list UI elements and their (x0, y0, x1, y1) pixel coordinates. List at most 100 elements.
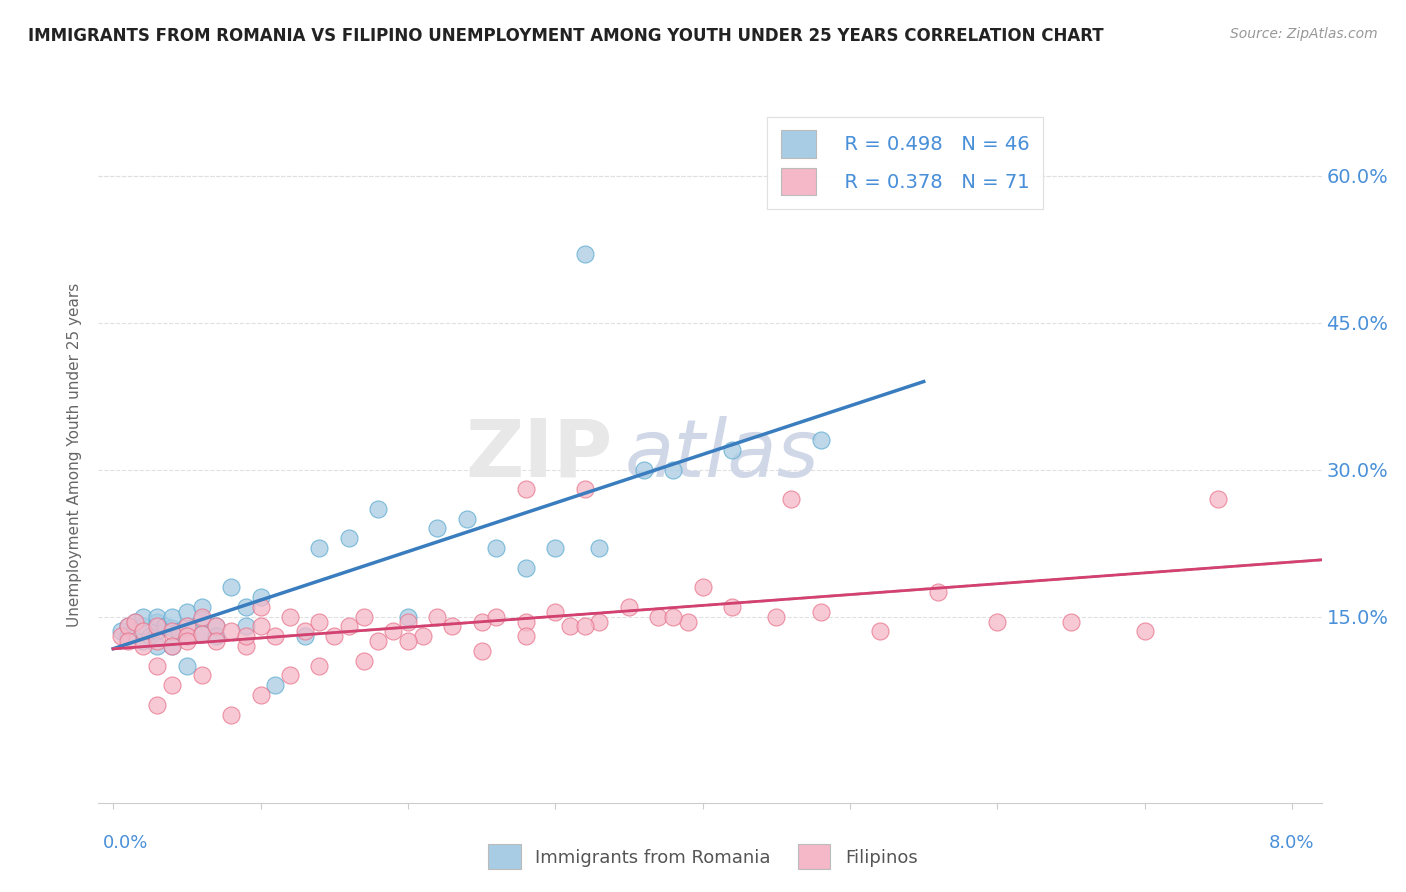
Point (249, 590, 271, 604)
Point (633, 462, 655, 476)
Point (810, 605, 832, 619)
Point (294, 629, 316, 643)
Point (146, 609, 169, 624)
Text: Source: ZipAtlas.com: Source: ZipAtlas.com (1230, 27, 1378, 41)
Point (146, 615, 169, 629)
Legend: Immigrants from Romania, Filipinos: Immigrants from Romania, Filipinos (479, 835, 927, 879)
Point (662, 609, 685, 624)
Point (169, 624, 191, 639)
Text: IMMIGRANTS FROM ROMANIA VS FILIPINO UNEMPLOYMENT AMONG YOUTH UNDER 25 YEARS CORR: IMMIGRANTS FROM ROMANIA VS FILIPINO UNEM… (28, 27, 1104, 45)
Point (721, 599, 744, 614)
Point (146, 698, 169, 712)
Point (176, 619, 198, 633)
Point (110, 629, 132, 643)
Point (131, 634, 153, 648)
Point (146, 658, 169, 673)
Point (176, 619, 198, 633)
Point (131, 639, 153, 653)
Point (515, 560, 537, 574)
Point (190, 609, 212, 624)
Point (205, 629, 228, 643)
Point (124, 615, 146, 629)
Point (544, 541, 567, 555)
Point (264, 629, 287, 643)
Point (190, 627, 212, 641)
Point (367, 501, 389, 516)
Point (160, 621, 183, 635)
Point (117, 629, 139, 643)
Point (396, 634, 419, 648)
Point (146, 619, 169, 633)
Point (146, 624, 169, 639)
Point (117, 619, 139, 633)
Point (441, 619, 464, 633)
Point (810, 434, 832, 448)
Point (160, 639, 183, 653)
Point (176, 629, 198, 643)
Point (986, 615, 1008, 629)
Legend:   R = 0.498   N = 46,   R = 0.378   N = 71: R = 0.498 N = 46, R = 0.378 N = 71 (768, 117, 1043, 209)
Point (219, 707, 242, 722)
Point (353, 609, 375, 624)
Point (471, 644, 494, 658)
Point (205, 619, 228, 633)
Point (308, 658, 330, 673)
Point (927, 585, 949, 599)
Point (1208, 491, 1230, 506)
Point (219, 580, 242, 594)
Point (117, 634, 139, 648)
Point (396, 615, 419, 629)
Text: atlas: atlas (624, 416, 820, 494)
Point (264, 678, 287, 692)
Point (337, 531, 360, 545)
Point (176, 629, 198, 643)
Point (544, 605, 567, 619)
Point (160, 624, 183, 639)
Point (278, 609, 301, 624)
Point (160, 609, 183, 624)
Point (558, 619, 581, 633)
Point (249, 619, 271, 633)
Text: ZIP: ZIP (465, 416, 612, 494)
Point (278, 668, 301, 682)
Point (456, 511, 478, 525)
Point (515, 615, 537, 629)
Point (396, 609, 419, 624)
Point (676, 615, 699, 629)
Text: 8.0%: 8.0% (1270, 834, 1315, 852)
Point (235, 619, 257, 633)
Point (131, 609, 153, 624)
Point (294, 624, 316, 639)
Point (131, 619, 153, 633)
Point (249, 688, 271, 702)
Point (588, 615, 610, 629)
Point (515, 482, 537, 496)
Point (574, 247, 596, 261)
Point (205, 619, 228, 633)
Point (353, 654, 375, 668)
Point (160, 639, 183, 653)
Point (160, 678, 183, 692)
Point (574, 482, 596, 496)
Point (153, 619, 176, 633)
Point (1060, 615, 1083, 629)
Point (515, 629, 537, 643)
Point (337, 619, 360, 633)
Point (308, 615, 330, 629)
Point (124, 615, 146, 629)
Point (235, 629, 257, 643)
Point (1133, 624, 1156, 639)
Point (869, 624, 891, 639)
Point (367, 634, 389, 648)
Text: 0.0%: 0.0% (103, 834, 148, 852)
Point (235, 639, 257, 653)
Point (219, 624, 242, 639)
Point (235, 599, 257, 614)
Point (588, 541, 610, 555)
Point (139, 629, 162, 643)
Point (176, 605, 198, 619)
Point (765, 609, 787, 624)
Point (426, 521, 449, 535)
Point (146, 639, 169, 653)
Point (721, 443, 744, 458)
